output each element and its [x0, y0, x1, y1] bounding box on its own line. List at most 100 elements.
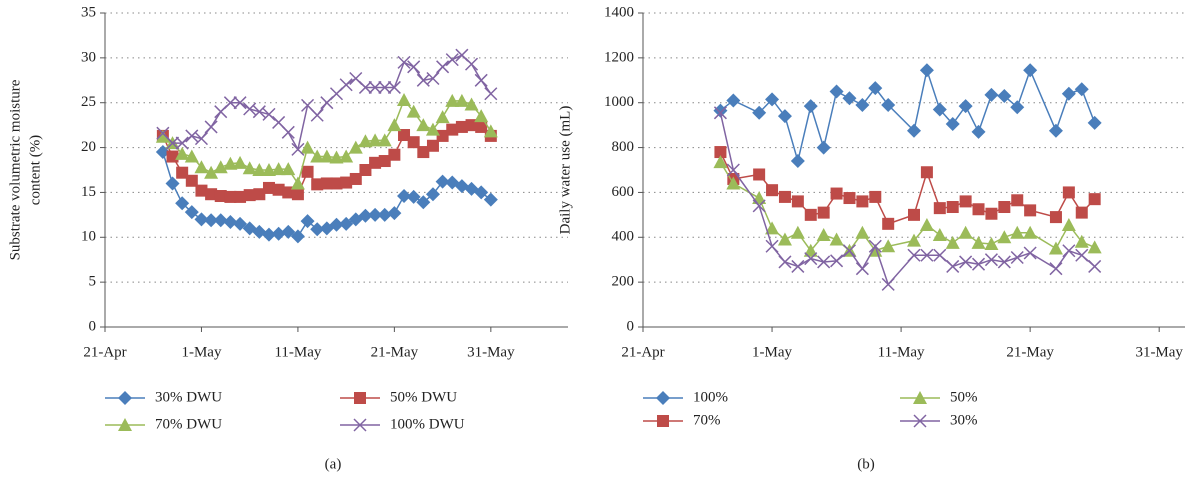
y-tick-label: 0: [89, 318, 97, 334]
marker: [777, 232, 792, 246]
marker: [985, 207, 998, 220]
marker: [261, 163, 276, 176]
marker: [920, 166, 933, 179]
marker: [281, 162, 296, 176]
y-tick-label: 400: [612, 229, 635, 245]
marker: [971, 257, 986, 271]
marker: [1061, 217, 1076, 231]
marker: [194, 212, 209, 227]
x-tick-label: 21-Apr: [83, 344, 126, 360]
marker: [397, 55, 411, 69]
x-tick-label: 31-May: [467, 344, 515, 360]
legend-label: 30%: [950, 412, 978, 428]
marker: [830, 254, 844, 268]
marker: [388, 148, 401, 161]
marker: [1010, 250, 1024, 265]
marker: [272, 183, 285, 196]
marker: [474, 185, 489, 200]
y-tick-label: 1400: [604, 4, 634, 20]
marker: [713, 103, 728, 118]
marker: [416, 195, 431, 210]
marker: [829, 232, 844, 246]
marker: [194, 160, 209, 174]
marker: [791, 259, 805, 273]
marker: [713, 106, 727, 120]
marker: [369, 156, 382, 169]
marker: [791, 195, 804, 208]
marker: [261, 227, 276, 242]
series-line: [719, 112, 1096, 286]
marker: [387, 206, 402, 221]
marker: [765, 92, 780, 107]
marker: [271, 226, 286, 241]
marker: [1024, 204, 1037, 217]
marker: [378, 80, 392, 94]
marker: [339, 149, 354, 163]
marker: [1062, 186, 1075, 199]
marker: [416, 118, 431, 132]
x-tick-label: 21-Apr: [621, 344, 664, 360]
marker: [790, 225, 805, 239]
marker: [300, 140, 315, 154]
y-tick-label: 0: [627, 318, 635, 334]
marker: [1087, 240, 1102, 254]
marker: [339, 78, 353, 92]
marker: [817, 255, 831, 269]
marker: [945, 235, 960, 249]
marker: [330, 177, 343, 190]
marker: [984, 253, 998, 267]
marker: [997, 255, 1011, 269]
marker: [436, 60, 450, 74]
marker: [726, 163, 740, 177]
marker: [842, 91, 857, 106]
marker: [803, 99, 818, 114]
legend-label: 100%: [693, 389, 728, 405]
marker: [310, 108, 324, 122]
y-axis-label: content (%): [27, 135, 43, 205]
marker: [932, 102, 947, 117]
caption: (a): [325, 456, 342, 472]
marker: [329, 217, 344, 232]
marker: [726, 176, 741, 190]
marker: [946, 201, 959, 214]
marker: [752, 191, 767, 205]
marker: [425, 187, 440, 202]
legend-label: 50% DWU: [390, 389, 457, 405]
marker: [348, 140, 363, 154]
marker: [213, 213, 228, 228]
marker: [291, 188, 304, 201]
marker: [243, 189, 256, 202]
marker: [349, 172, 362, 185]
legend-marker: [656, 391, 670, 405]
marker: [311, 178, 324, 191]
marker: [997, 88, 1012, 103]
marker: [253, 188, 266, 201]
marker: [184, 149, 199, 163]
marker: [359, 164, 372, 176]
marker: [290, 229, 305, 244]
marker: [1074, 234, 1089, 248]
marker: [1074, 82, 1089, 97]
marker: [223, 156, 238, 170]
marker: [714, 146, 727, 159]
marker: [455, 120, 468, 133]
marker: [803, 243, 818, 257]
marker: [358, 208, 373, 223]
y-tick-label: 5: [89, 274, 97, 290]
marker: [436, 129, 449, 142]
legend-marker: [354, 392, 366, 404]
marker: [868, 239, 882, 253]
marker: [339, 216, 354, 231]
marker: [166, 150, 179, 163]
marker: [1088, 259, 1102, 273]
marker: [1011, 194, 1024, 207]
marker: [406, 189, 421, 204]
marker: [271, 162, 286, 176]
marker: [368, 133, 383, 147]
marker: [1049, 262, 1063, 276]
marker: [907, 248, 921, 262]
marker: [752, 105, 767, 120]
marker: [972, 203, 985, 216]
marker: [1061, 86, 1076, 101]
marker: [1062, 244, 1076, 258]
